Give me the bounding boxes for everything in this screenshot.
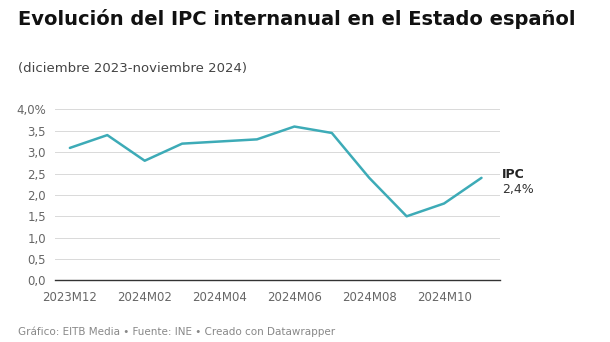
Text: (diciembre 2023-noviembre 2024): (diciembre 2023-noviembre 2024)	[18, 62, 247, 75]
Text: 2,4%: 2,4%	[502, 183, 534, 196]
Text: Gráfico: EITB Media • Fuente: INE • Creado con Datawrapper: Gráfico: EITB Media • Fuente: INE • Crea…	[18, 326, 336, 337]
Text: IPC: IPC	[502, 168, 525, 181]
Text: Evolución del IPC internanual en el Estado español: Evolución del IPC internanual en el Esta…	[18, 9, 576, 28]
